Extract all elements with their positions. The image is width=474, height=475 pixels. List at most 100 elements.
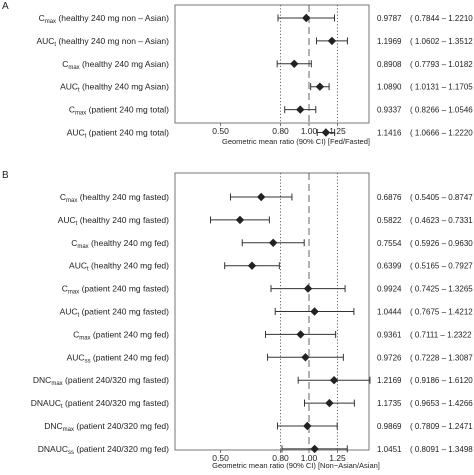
ci-range-value: ( 0.4623 – 0.7331 ) <box>410 216 474 225</box>
row-label-description: (patient 240/320 mg fed) <box>74 421 169 431</box>
row-label-description: (patient 240/320 mg fed) <box>74 444 169 454</box>
point-estimate-marker <box>290 59 299 68</box>
row-label-description: (patient 240 mg fasted) <box>79 307 169 317</box>
estimate-value: 0.8908 <box>377 60 402 69</box>
row-label: Cmax (patient 240 mg fasted) <box>62 284 169 296</box>
point-estimate-marker <box>329 376 339 385</box>
row-label: Cmax (healthy 240 mg non – Asian) <box>39 13 170 25</box>
row-label-symbol: C <box>69 105 75 115</box>
row-label: AUCt (healthy 240 mg fasted) <box>58 215 169 227</box>
ci-range-value: ( 0.5405 – 0.8747 ) <box>410 193 474 202</box>
estimate-value: 0.6876 <box>377 193 402 202</box>
row-label-subscript: t <box>76 221 78 227</box>
row-label-symbol: DNC <box>44 421 62 431</box>
forest-row: AUCt (healthy 240 mg fasted) 0.5822 ( 0.46… <box>58 215 474 227</box>
point-estimate-marker <box>296 105 305 114</box>
row-label: DNAUCss (patient 240/320 mg fed) <box>38 444 169 456</box>
ci-range-value: ( 0.7111 – 1.2322 ) <box>410 330 474 339</box>
row-label-subscript: t <box>85 134 87 140</box>
row-label-description: (healthy 240 mg non – Asian) <box>56 36 169 46</box>
estimate-value: 1.1969 <box>377 37 402 46</box>
x-tick-label: 1.00 <box>301 453 318 463</box>
forest-row: DNAUCt (patient 240/320 mg fasted) 1.1735… <box>31 398 474 410</box>
ci-range-value: ( 0.7793 – 1.0182 ) <box>410 60 474 69</box>
estimate-value: 0.9337 <box>377 106 402 115</box>
row-label-description: (healthy 240 mg fasted) <box>77 215 169 225</box>
row-label-subscript: t <box>54 42 56 48</box>
forest-row: AUCt (patient 240 mg total) 1.1416 ( 1.066… <box>67 128 474 140</box>
x-tick-label: 0.50 <box>212 453 229 463</box>
row-label-subscript: ss <box>85 358 91 364</box>
row-label-subscript: max <box>66 198 77 204</box>
estimate-value: 0.5822 <box>377 216 402 225</box>
x-tick-label: 0.80 <box>272 453 289 463</box>
estimate-value: 1.0444 <box>377 308 402 317</box>
row-label-description: (healthy 240 mg fasted) <box>77 192 169 202</box>
x-axis-label: Geometric mean ratio (90% CI) [Fed/Faste… <box>222 137 370 146</box>
forest-row: Cmax (healthy 240 mg Asian) 0.8908 ( 0.779… <box>62 59 474 71</box>
estimate-value: 1.2169 <box>377 376 402 385</box>
row-label-description: (healthy 240 mg fed) <box>89 238 169 248</box>
point-estimate-marker <box>256 192 266 202</box>
row-label-description: (healthy 240 mg Asian) <box>80 59 169 69</box>
forest-row: AUCt (healthy 240 mg Asian) 1.0890 ( 1.013… <box>60 82 474 94</box>
row-label-subscript: t <box>87 267 89 273</box>
ci-range-value: ( 0.8266 – 1.0546 ) <box>410 106 474 115</box>
row-label-symbol: AUC <box>58 215 76 225</box>
point-estimate-marker <box>303 284 313 293</box>
row-label-symbol: AUC <box>36 36 54 46</box>
row-label-symbol: DNC <box>33 375 51 385</box>
ci-range-value: ( 1.0666 – 1.2220 ) <box>410 129 474 138</box>
estimate-value: 1.0890 <box>377 83 402 92</box>
row-label-subscript: max <box>77 244 88 250</box>
row-label: Cmax (patient 240 mg fed) <box>73 329 169 341</box>
estimate-value: 1.1735 <box>377 399 402 408</box>
forest-row: Cmax (patient 240 mg total) 0.9337 ( 0.826… <box>69 105 474 117</box>
point-estimate-marker <box>296 330 305 339</box>
row-label-subscript: ss <box>68 450 74 456</box>
x-tick-label: 1.25 <box>329 453 346 463</box>
ci-range-value: ( 0.7675 – 1.4212 ) <box>410 308 474 317</box>
forest-row: AUCss (patient 240 mg fed) 0.9726 ( 0.7228… <box>67 352 474 364</box>
point-estimate-marker <box>302 13 311 23</box>
estimate-value: 1.0451 <box>377 445 402 454</box>
row-label-description: (healthy 240 mg Asian) <box>80 82 169 92</box>
point-estimate-marker <box>247 261 257 270</box>
estimate-value: 1.1416 <box>377 129 402 138</box>
ci-range-value: ( 0.7228 – 1.3087 ) <box>410 353 474 362</box>
row-label-subscript: max <box>45 19 56 25</box>
row-label-subscript: t <box>61 404 63 410</box>
forest-row: Cmax (healthy 240 mg non – Asian) 0.9787 (… <box>39 13 474 25</box>
panel-label: A <box>2 1 9 12</box>
x-tick-label: 1.25 <box>329 126 346 136</box>
ci-range-value: ( 0.9653 – 1.4266 ) <box>410 399 474 408</box>
row-label-subscript: max <box>68 65 79 71</box>
row-label-symbol: C <box>71 238 77 248</box>
point-estimate-marker <box>310 444 319 454</box>
ci-range-value: ( 0.7844 – 1.2210 ) <box>410 14 474 23</box>
row-label-symbol: AUC <box>69 261 87 271</box>
point-estimate-marker <box>301 353 310 362</box>
row-label-symbol: AUC <box>67 128 85 138</box>
row-label-subscript: max <box>63 427 74 433</box>
row-label-subscript: max <box>79 335 90 341</box>
forest-row: DNCmax (patient 240/320 mg fasted) 1.2169… <box>33 375 474 387</box>
row-label: AUCt (healthy 240 mg Asian) <box>60 82 169 94</box>
point-estimate-marker <box>269 238 278 247</box>
estimate-value: 0.9869 <box>377 422 402 431</box>
row-label: AUCss (patient 240 mg fed) <box>67 352 170 364</box>
row-label-description: (patient 240 mg total) <box>86 128 169 138</box>
x-axis-label: Geometric mean ratio (90% CI) [Non−Asian… <box>212 461 380 470</box>
row-label-description: (patient 240/320 mg fasted) <box>63 398 169 408</box>
row-label-subscript: max <box>68 290 79 296</box>
point-estimate-marker <box>310 307 319 316</box>
row-label-symbol: C <box>62 284 68 294</box>
row-label: DNAUCt (patient 240/320 mg fasted) <box>31 398 169 410</box>
forest-row: Cmax (healthy 240 mg fasted) 0.6876 ( 0.54… <box>60 192 474 204</box>
row-label-subscript: max <box>75 111 86 117</box>
row-label-symbol: C <box>60 192 66 202</box>
forest-row: AUCt (healthy 240 mg fed) 0.6399 ( 0.5165 … <box>69 261 474 273</box>
point-estimate-marker <box>303 421 312 431</box>
row-label: DNCmax (patient 240/320 mg fed) <box>44 421 169 433</box>
